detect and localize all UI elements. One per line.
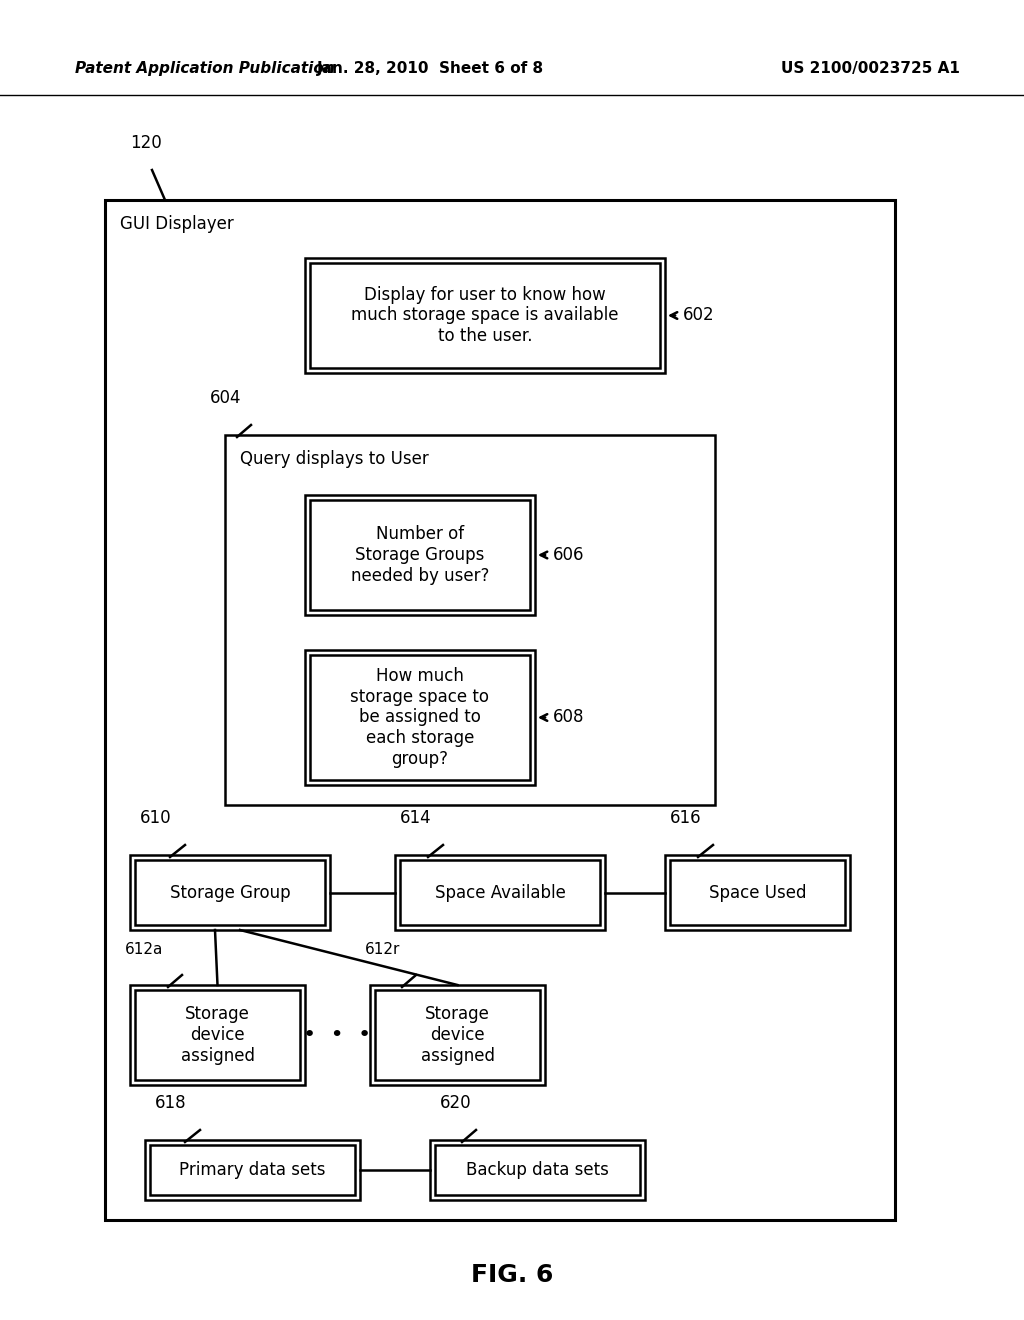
Text: Storage
device
assigned: Storage device assigned xyxy=(180,1006,255,1065)
Text: Backup data sets: Backup data sets xyxy=(466,1162,609,1179)
Bar xyxy=(130,855,330,931)
Bar xyxy=(150,1144,355,1195)
Bar xyxy=(305,649,535,785)
Text: Query displays to User: Query displays to User xyxy=(240,450,429,469)
Text: •  •  •: • • • xyxy=(303,1026,372,1045)
Bar xyxy=(370,985,545,1085)
Text: Space Available: Space Available xyxy=(434,883,565,902)
Text: 616: 616 xyxy=(670,809,701,828)
Text: Space Used: Space Used xyxy=(709,883,806,902)
Text: Jan. 28, 2010  Sheet 6 of 8: Jan. 28, 2010 Sheet 6 of 8 xyxy=(316,61,544,75)
Text: GUI Displayer: GUI Displayer xyxy=(120,215,233,234)
Bar xyxy=(665,855,850,931)
Text: US 2100/0023725 A1: US 2100/0023725 A1 xyxy=(781,61,961,75)
Text: 608: 608 xyxy=(553,709,585,726)
Text: 614: 614 xyxy=(400,809,432,828)
Text: 604: 604 xyxy=(210,389,242,407)
Text: 612r: 612r xyxy=(365,942,400,957)
Bar xyxy=(310,655,530,780)
Bar xyxy=(375,990,540,1080)
Text: 612a: 612a xyxy=(125,942,164,957)
Text: Primary data sets: Primary data sets xyxy=(179,1162,326,1179)
Text: Storage
device
assigned: Storage device assigned xyxy=(421,1006,495,1065)
Bar xyxy=(430,1140,645,1200)
Bar xyxy=(395,855,605,931)
Bar xyxy=(145,1140,360,1200)
Text: Number of
Storage Groups
needed by user?: Number of Storage Groups needed by user? xyxy=(351,525,489,585)
Text: 120: 120 xyxy=(130,135,162,152)
Text: 618: 618 xyxy=(155,1094,186,1111)
Bar xyxy=(400,861,600,925)
Bar xyxy=(135,990,300,1080)
Bar xyxy=(305,257,665,374)
Text: FIG. 6: FIG. 6 xyxy=(471,1263,553,1287)
Text: How much
storage space to
be assigned to
each storage
group?: How much storage space to be assigned to… xyxy=(350,667,489,768)
Bar xyxy=(135,861,325,925)
Bar xyxy=(225,436,715,805)
Bar xyxy=(305,495,535,615)
Text: Storage Group: Storage Group xyxy=(170,883,291,902)
Bar xyxy=(670,861,845,925)
Bar xyxy=(435,1144,640,1195)
Bar xyxy=(105,201,895,1220)
Text: Display for user to know how
much storage space is available
to the user.: Display for user to know how much storag… xyxy=(351,285,618,346)
Text: Patent Application Publication: Patent Application Publication xyxy=(75,61,335,75)
Text: 620: 620 xyxy=(440,1094,472,1111)
Text: 606: 606 xyxy=(553,546,585,564)
Text: 602: 602 xyxy=(683,306,715,325)
Bar xyxy=(310,500,530,610)
Text: 610: 610 xyxy=(140,809,172,828)
Bar xyxy=(130,985,305,1085)
Bar xyxy=(310,263,660,368)
